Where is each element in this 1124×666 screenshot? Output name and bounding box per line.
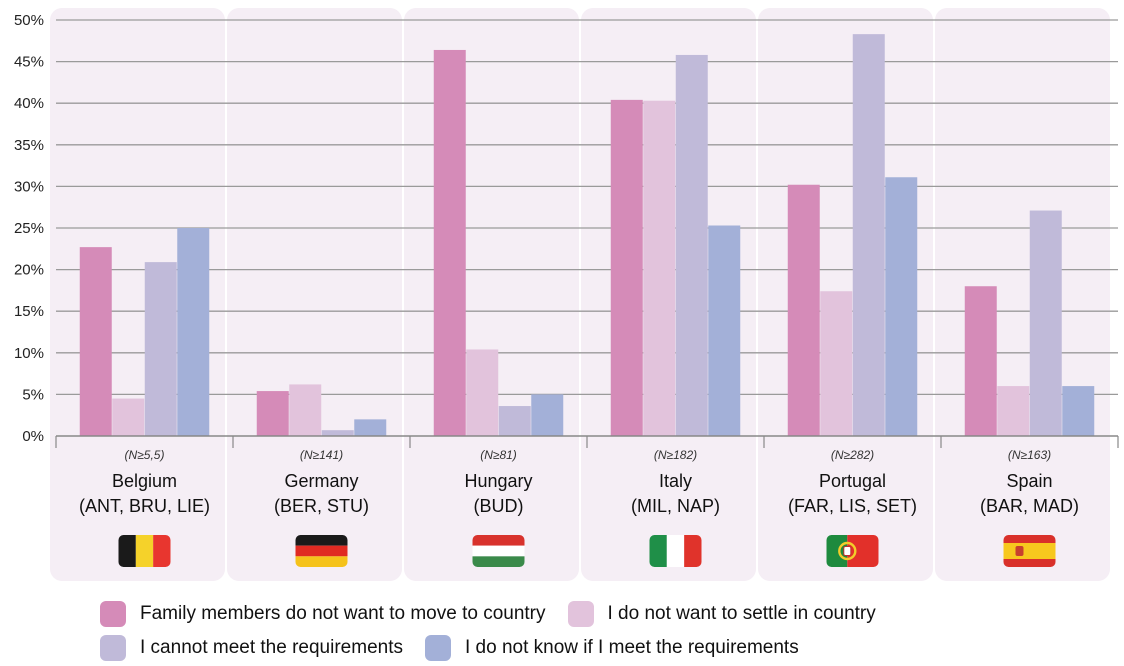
city-codes: (MIL, NAP): [631, 496, 720, 516]
bar-belgium-4: [177, 228, 210, 436]
band-belgium: [50, 8, 225, 581]
legend-row-2: I cannot meet the requirements I do not …: [100, 631, 1060, 665]
sample-size-label: (N≥182): [654, 448, 697, 462]
city-codes: (FAR, LIS, SET): [788, 496, 917, 516]
legend-swatch-do-not-know: [424, 635, 451, 661]
country-name: Germany: [284, 471, 358, 491]
bar-portugal-4: [885, 177, 918, 437]
bar-portugal-2: [820, 291, 853, 436]
bar-italy-4: [708, 225, 741, 436]
country-name: Italy: [659, 471, 692, 491]
legend-item-cannot-meet: I cannot meet the requirements: [100, 635, 403, 661]
bar-italy-3: [675, 54, 708, 436]
bar-hungary-2: [466, 349, 499, 436]
band-spain: [935, 8, 1110, 581]
y-tick-label: 50%: [14, 12, 44, 29]
bar-belgium-1: [79, 247, 112, 436]
sample-size-label: (N≥141): [300, 448, 343, 462]
legend-swatch-settle: [567, 601, 594, 627]
bar-portugal-1: [787, 184, 820, 436]
legend: Family members do not want to move to co…: [100, 597, 1060, 665]
bar-spain-3: [1029, 210, 1062, 436]
sample-size-label: (N≥282): [831, 448, 874, 462]
flags: [118, 535, 1056, 567]
y-tick-label: 25%: [14, 220, 44, 237]
y-tick-label: 30%: [14, 178, 44, 195]
bar-germany-2: [289, 384, 322, 436]
y-tick-label: 5%: [22, 386, 44, 403]
spain-flag: [1003, 535, 1056, 567]
bar-hungary-3: [498, 406, 531, 436]
bar-hungary-1: [433, 49, 466, 437]
bar-italy-1: [610, 99, 643, 436]
y-tick-label: 45%: [14, 54, 44, 71]
bar-spain-4: [1062, 386, 1095, 436]
y-tick-label: 20%: [14, 262, 44, 279]
bar-germany-4: [354, 419, 387, 436]
y-tick-label: 35%: [14, 137, 44, 154]
legend-swatch-cannot-meet: [100, 635, 126, 661]
x-axis: [55, 435, 1119, 448]
bar-belgium-3: [144, 262, 177, 436]
italy-flag: [649, 535, 702, 567]
gridlines: [56, 19, 1118, 396]
legend-item-family: Family members do not want to move to co…: [100, 601, 546, 627]
sample-size-label: (N≥81): [480, 448, 517, 462]
bar-germany-3: [321, 430, 354, 436]
bar-spain-2: [997, 386, 1030, 436]
legend-item-settle: I do not want to settle in country: [567, 601, 876, 627]
country-name: Spain: [1006, 471, 1052, 491]
country-name: Belgium: [112, 471, 177, 491]
bar-italy-2: [643, 100, 676, 436]
y-axis-ticks: 0% 5% 10% 15% 20% 25% 30% 35% 40% 45% 50%: [14, 12, 44, 445]
germany-flag: [295, 535, 348, 567]
country-name: Hungary: [464, 471, 532, 491]
bars: [79, 34, 1095, 437]
legend-swatch-family: [100, 601, 126, 627]
bar-hungary-4: [531, 394, 564, 436]
bar-belgium-2: [112, 398, 145, 436]
city-codes: (BAR, MAD): [980, 496, 1079, 516]
y-tick-label: 40%: [14, 95, 44, 112]
category-labels: (N≥5,5) Belgium (ANT, BRU, LIE) (N≥141) Germ…: [79, 448, 1079, 516]
country-name: Portugal: [819, 471, 886, 491]
y-tick-label: 10%: [14, 345, 44, 362]
legend-label-do-not-know: I do not know if I meet the requirements: [464, 637, 799, 658]
city-codes: (ANT, BRU, LIE): [79, 496, 210, 516]
bar-spain-1: [964, 286, 997, 436]
sample-size-label: (N≥5,5): [125, 448, 165, 462]
legend-label-family: Family members do not want to move to co…: [140, 603, 546, 624]
legend-label-cannot-meet: I cannot meet the requirements: [140, 637, 403, 658]
city-codes: (BUD): [474, 496, 524, 516]
portugal-flag: [826, 535, 879, 567]
sample-size-label: (N≥163): [1008, 448, 1051, 462]
city-codes: (BER, STU): [274, 496, 369, 516]
band-germany: [227, 8, 402, 581]
legend-label-settle: I do not want to settle in country: [607, 603, 876, 624]
y-tick-label: 0%: [22, 428, 44, 445]
y-tick-label: 15%: [14, 303, 44, 320]
hungary-flag: [472, 535, 525, 567]
legend-item-do-not-know: I do not know if I meet the requirements: [424, 635, 799, 661]
bar-germany-1: [256, 391, 289, 436]
bar-chart: 0% 5% 10% 15% 20% 25% 30% 35% 40% 45% 50% (N≥5,5) B…: [14, 8, 1119, 581]
bar-portugal-3: [852, 34, 885, 436]
belgium-flag: [118, 535, 171, 567]
legend-row-1: Family members do not want to move to co…: [100, 597, 1060, 631]
